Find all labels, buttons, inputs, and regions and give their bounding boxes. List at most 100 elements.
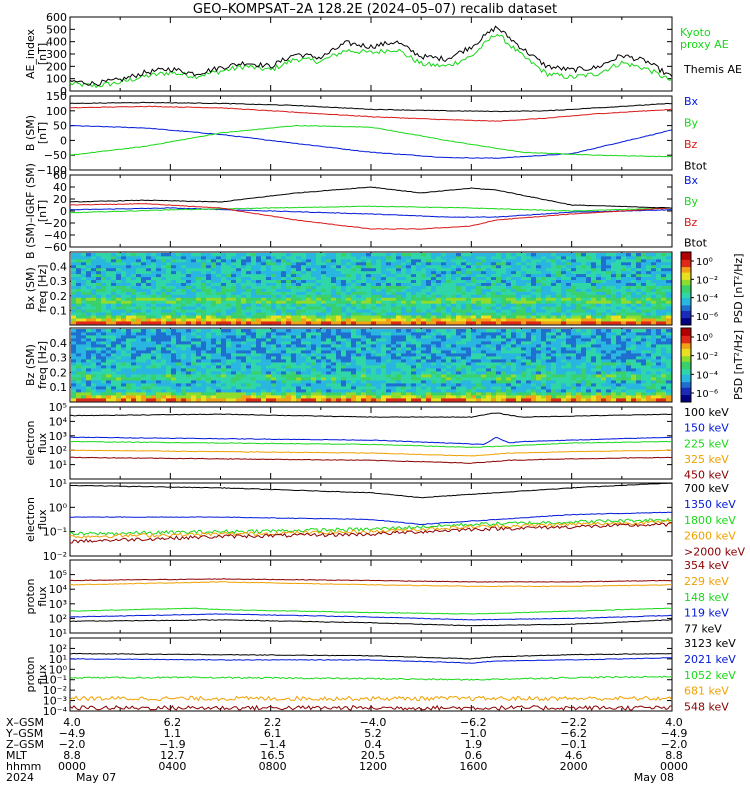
spectrogram-cell (491, 282, 497, 286)
spectrogram-cell (271, 368, 277, 372)
spectrogram-cell (311, 312, 317, 316)
spectrogram-cell (326, 368, 332, 372)
spectrogram-cell (401, 362, 407, 366)
spectrogram-cell (131, 371, 137, 375)
spectrogram-cell (456, 359, 462, 363)
spectrogram-cell (641, 309, 647, 313)
spectrogram-cell (71, 282, 77, 286)
spectrogram-cell (71, 380, 77, 384)
spectrogram-cell (386, 371, 392, 375)
spectrogram-cell (371, 285, 377, 289)
spectrogram-cell (196, 291, 202, 295)
spectrogram-cell (141, 282, 147, 286)
spectrogram-cell (246, 282, 252, 286)
spectrogram-cell (481, 312, 487, 316)
spectrogram-cell (181, 288, 187, 292)
spectrogram-cell (446, 279, 452, 283)
spectrogram-cell (121, 264, 127, 269)
spectrogram-cell (141, 356, 147, 360)
spectrogram-cell (331, 386, 337, 390)
spectrogram-cell (316, 261, 322, 266)
spectrogram-cell (381, 309, 387, 313)
spectrogram-cell (531, 380, 537, 384)
spectrogram-cell (566, 273, 572, 278)
spectrogram-cell (611, 303, 617, 307)
spectrogram-cell (201, 291, 207, 295)
spectrogram-cell (526, 306, 532, 310)
spectrogram-cell (521, 267, 527, 272)
spectrogram-cell (181, 258, 187, 263)
spectrogram-cell (76, 303, 82, 307)
spectrogram-cell (71, 300, 77, 304)
spectrogram-cell (226, 365, 232, 369)
spectrogram-cell (611, 377, 617, 381)
spectrogram-cell (206, 294, 212, 298)
spectrogram-cell (291, 380, 297, 384)
spectrogram-cell (511, 261, 517, 266)
spectrogram-cell (541, 383, 547, 387)
spectrogram-cell (206, 285, 212, 289)
colorbar-segment (681, 273, 691, 277)
spectrogram-cell (631, 255, 637, 260)
spectrogram-cell (201, 380, 207, 384)
spectrogram-cell (346, 270, 352, 275)
spectrogram-cell (301, 374, 307, 378)
spectrogram-cell (551, 315, 557, 319)
spectrogram-cell (391, 309, 397, 313)
spectrogram-cell (266, 359, 272, 363)
spectrogram-cell (441, 321, 447, 325)
spectrogram-cell (341, 288, 347, 292)
spectrogram-cell (421, 365, 427, 369)
spectrogram-cell (646, 297, 652, 301)
spectrogram-cell (496, 279, 502, 283)
spectrogram-cell (596, 359, 602, 363)
spectrogram-cell (461, 359, 467, 363)
spectrogram-cell (601, 362, 607, 366)
spectrogram-cell (626, 377, 632, 381)
spectrogram-cell (361, 273, 367, 278)
spectrogram-cell (316, 255, 322, 260)
spectrogram-cell (71, 398, 77, 402)
spectrogram-cell (236, 362, 242, 366)
spectrogram-cell (251, 309, 257, 313)
spectrogram-cell (431, 318, 437, 322)
spectrogram-cell (416, 318, 422, 322)
spectrogram-cell (326, 386, 332, 390)
spectrogram-cell (186, 395, 192, 399)
spectrogram-cell (286, 356, 292, 360)
spectrogram-cell (546, 318, 552, 322)
spectrogram-cell (646, 365, 652, 369)
spectrogram-cell (546, 315, 552, 319)
spectrogram-cell (286, 359, 292, 363)
spectrogram-cell (626, 291, 632, 295)
spectrogram-cell (526, 264, 532, 269)
spectrogram-cell (306, 288, 312, 292)
spectrogram-cell (461, 297, 467, 301)
spectrogram-cell (476, 318, 482, 322)
spectrogram-cell (656, 306, 662, 310)
spectrogram-cell (281, 380, 287, 384)
spectrogram-cell (586, 312, 592, 316)
spectrogram-cell (421, 371, 427, 375)
spectrogram-cell (591, 253, 597, 257)
spectrogram-cell (166, 309, 172, 313)
spectrogram-cell (196, 270, 202, 275)
spectrogram-cell (511, 365, 517, 369)
spectrogram-cell (101, 282, 107, 286)
spectrogram-cell (451, 321, 457, 325)
spectrogram-cell (291, 315, 297, 319)
spectrogram-cell (76, 273, 82, 278)
spectrogram-cell (396, 282, 402, 286)
spectrogram-cell (136, 395, 142, 399)
spectrogram-cell (266, 282, 272, 286)
spectrogram-cell (596, 315, 602, 319)
spectrogram-cell (296, 389, 302, 393)
spectrogram-cell (266, 380, 272, 384)
spectrogram-cell (551, 300, 557, 304)
spectrogram-cell (246, 253, 252, 257)
spectrogram-cell (131, 362, 137, 366)
spectrogram-cell (436, 255, 442, 260)
spectrogram-cell (626, 389, 632, 393)
spectrogram-cell (366, 294, 372, 298)
spectrogram-cell (136, 356, 142, 360)
